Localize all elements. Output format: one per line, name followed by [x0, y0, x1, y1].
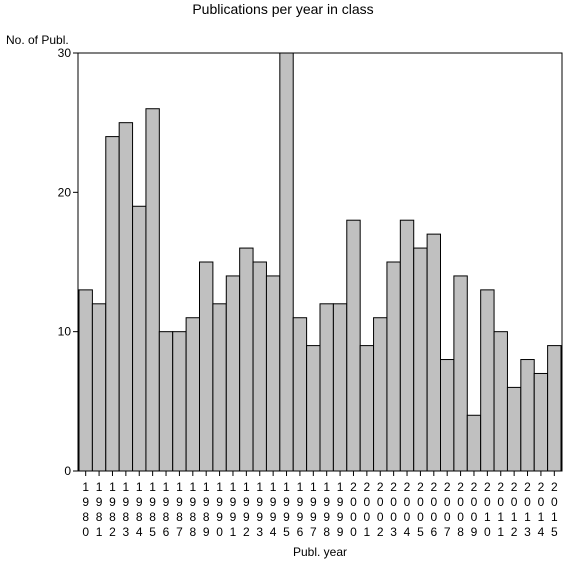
bar-2001 [359, 345, 375, 472]
bar-2002 [373, 317, 388, 472]
x-axis-label: Publ. year [293, 545, 347, 559]
y-tick-label: 30 [58, 46, 72, 60]
bar-1983 [118, 122, 134, 472]
bar-1994 [265, 275, 281, 472]
y-tick-label: 20 [58, 185, 72, 199]
y-axis: 0 10 20 30 [58, 46, 78, 478]
bar-2012 [506, 386, 522, 472]
bar-1999 [332, 303, 348, 472]
bar-1981 [91, 303, 107, 472]
bar-1986 [158, 331, 174, 472]
bar-2008 [453, 275, 468, 472]
bar-series [78, 52, 562, 472]
bar-2000 [346, 219, 361, 472]
bar-1982 [105, 136, 120, 472]
bar-2009 [466, 414, 482, 472]
bar-1980 [78, 289, 93, 472]
bar-2007 [440, 359, 455, 472]
bar-2011 [493, 331, 508, 472]
bar-1984 [132, 205, 147, 472]
bar-1988 [185, 317, 201, 472]
x-axis-tick-labels: 1 9 8 0 1 9 8 1 1 9 8 2 1 9 8 3 1 9 8 4 1 9 8 5 1 9 8 6 1 9 8 7 1 9 8 8 1 9 8 9… [82, 471, 558, 539]
bar-1992 [239, 247, 254, 472]
bar-2006 [426, 233, 441, 472]
y-tick-label: 10 [58, 325, 72, 339]
bar-1985 [145, 108, 160, 472]
bar-1991 [225, 275, 241, 472]
bar-2010 [480, 289, 495, 472]
bar-1996 [292, 317, 308, 472]
bar-2004 [399, 219, 415, 472]
bar-1989 [199, 261, 214, 472]
bar-2003 [386, 261, 401, 472]
chart-title: Publications per year in class [192, 1, 373, 17]
bar-1990 [212, 303, 227, 472]
bar-1995 [279, 52, 294, 472]
bar-2015 [547, 345, 562, 472]
bar-2014 [533, 372, 549, 472]
bar-1987 [172, 331, 187, 472]
y-axis-label: No. of Publ. [6, 33, 69, 47]
bar-1993 [252, 261, 267, 472]
bar-1998 [319, 303, 334, 472]
y-tick-label: 0 [64, 464, 71, 478]
bar-1997 [306, 345, 321, 472]
bar-2005 [413, 247, 428, 472]
bar-2013 [520, 359, 535, 472]
